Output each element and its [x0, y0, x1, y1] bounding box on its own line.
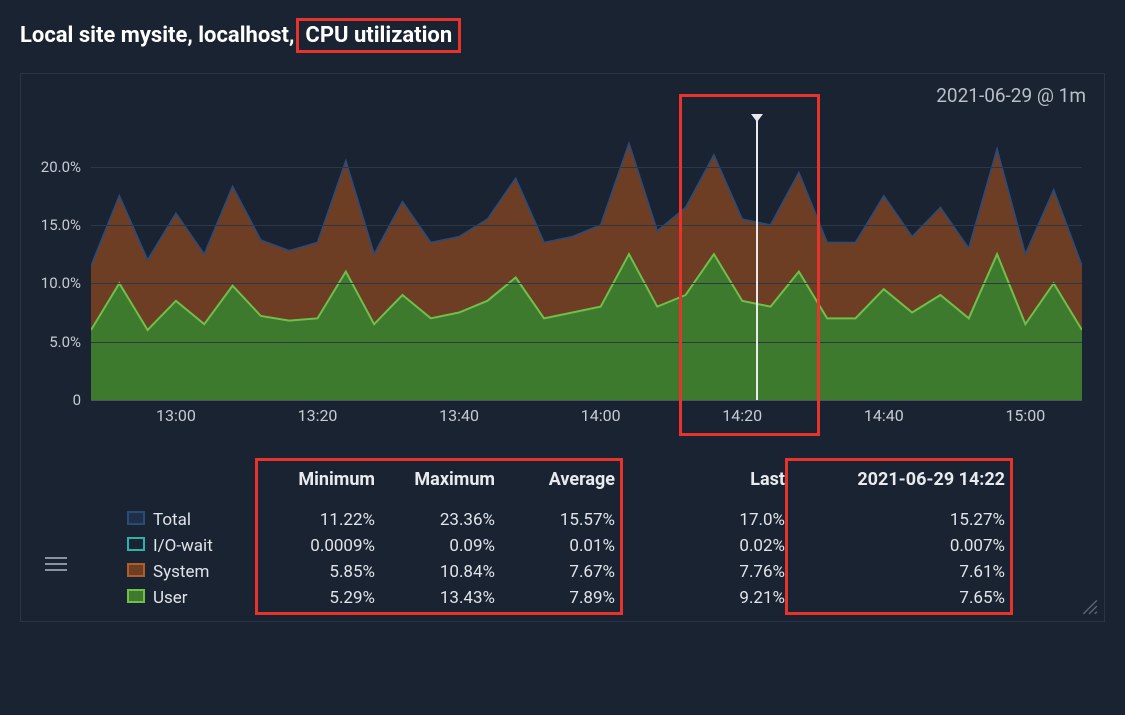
chart-date-label: 2021-06-29 @ 1m: [936, 84, 1086, 107]
table-cell: 5.29%: [259, 585, 379, 611]
page-title: Local site mysite, localhost, CPU utiliz…: [20, 18, 1105, 53]
series-swatch: [127, 537, 145, 551]
x-tick-label: 14:00: [581, 406, 621, 425]
grid-line: [91, 342, 1082, 343]
grid-line: [91, 283, 1082, 284]
table-cell: 5.85%: [259, 559, 379, 585]
col-timestamp: 2021-06-29 14:22: [789, 466, 1009, 493]
table-row[interactable]: Total11.22%23.36%15.57% 17.0%15.27%: [123, 507, 1070, 533]
table-row[interactable]: I/O-wait0.0009%0.09%0.01% 0.02%0.007%: [123, 533, 1070, 559]
table-cell: 15.27%: [789, 507, 1009, 533]
table-cell: 0.0009%: [259, 533, 379, 559]
table-cell: 13.43%: [379, 585, 499, 611]
table-cell: 7.61%: [789, 559, 1009, 585]
col-minimum: Minimum: [259, 466, 379, 493]
series-label: User: [149, 585, 259, 611]
series-swatch: [127, 511, 145, 525]
series-swatch: [127, 563, 145, 577]
table-row[interactable]: User5.29%13.43%7.89% 9.21%7.65%: [123, 585, 1070, 611]
y-tick-label: 15.0%: [41, 216, 81, 234]
col-average: Average: [499, 466, 619, 493]
title-prefix: Local site mysite, localhost,: [20, 23, 294, 48]
table-cell: 0.007%: [789, 533, 1009, 559]
y-tick-label: 5.0%: [49, 333, 81, 351]
table-cell: 15.57%: [499, 507, 619, 533]
table-cell: 9.21%: [669, 585, 789, 611]
legend-header-row: Minimum Maximum Average Last 2021-06-29 …: [123, 466, 1070, 493]
title-highlight: CPU utilization: [296, 18, 461, 53]
series-swatch: [127, 589, 145, 603]
x-tick-label: 13:20: [298, 406, 338, 425]
series-label: Total: [149, 507, 259, 533]
table-cell: 7.89%: [499, 585, 619, 611]
table-cell: 7.76%: [669, 559, 789, 585]
table-cell: 17.0%: [669, 507, 789, 533]
chart-panel: 2021-06-29 @ 1m 0 5.0% 10.0% 15.0% 20.0% 13:…: [20, 73, 1105, 622]
table-cell: 7.67%: [499, 559, 619, 585]
table-cell: 0.09%: [379, 533, 499, 559]
x-axis: 13:00 13:20 13:40 14:00 14:20 14:40 15:00: [91, 404, 1082, 430]
chart-area[interactable]: 05.0%10.0%15.0%20.0% 13:0013:2013:4014:0…: [91, 120, 1082, 430]
table-row[interactable]: System5.85%10.84%7.67% 7.76%7.61%: [123, 559, 1070, 585]
table-cell: 10.84%: [379, 559, 499, 585]
table-cell: 0.02%: [669, 533, 789, 559]
chart-plot[interactable]: [91, 120, 1082, 400]
x-tick-label: 14:20: [722, 406, 762, 425]
legend-table: Minimum Maximum Average Last 2021-06-29 …: [123, 466, 1070, 611]
col-maximum: Maximum: [379, 466, 499, 493]
menu-icon[interactable]: [45, 553, 67, 575]
x-tick-label: 14:40: [864, 406, 904, 425]
table-cell: 0.01%: [499, 533, 619, 559]
grid-line: [91, 167, 1082, 168]
grid-line: [91, 225, 1082, 226]
resize-grip-icon[interactable]: [1080, 597, 1098, 615]
table-cell: 7.65%: [789, 585, 1009, 611]
x-tick-label: 13:00: [156, 406, 196, 425]
x-tick-label: 13:40: [439, 406, 479, 425]
table-cell: 23.36%: [379, 507, 499, 533]
x-tick-label: 15:00: [1005, 406, 1045, 425]
series-label: I/O-wait: [149, 533, 259, 559]
col-last: Last: [669, 466, 789, 493]
y-tick-label: 0: [73, 391, 81, 409]
y-tick-label: 10.0%: [41, 274, 81, 292]
y-axis: 05.0%10.0%15.0%20.0%: [27, 120, 87, 400]
y-tick-label: 20.0%: [41, 158, 81, 176]
table-cell: 11.22%: [259, 507, 379, 533]
series-label: System: [149, 559, 259, 585]
